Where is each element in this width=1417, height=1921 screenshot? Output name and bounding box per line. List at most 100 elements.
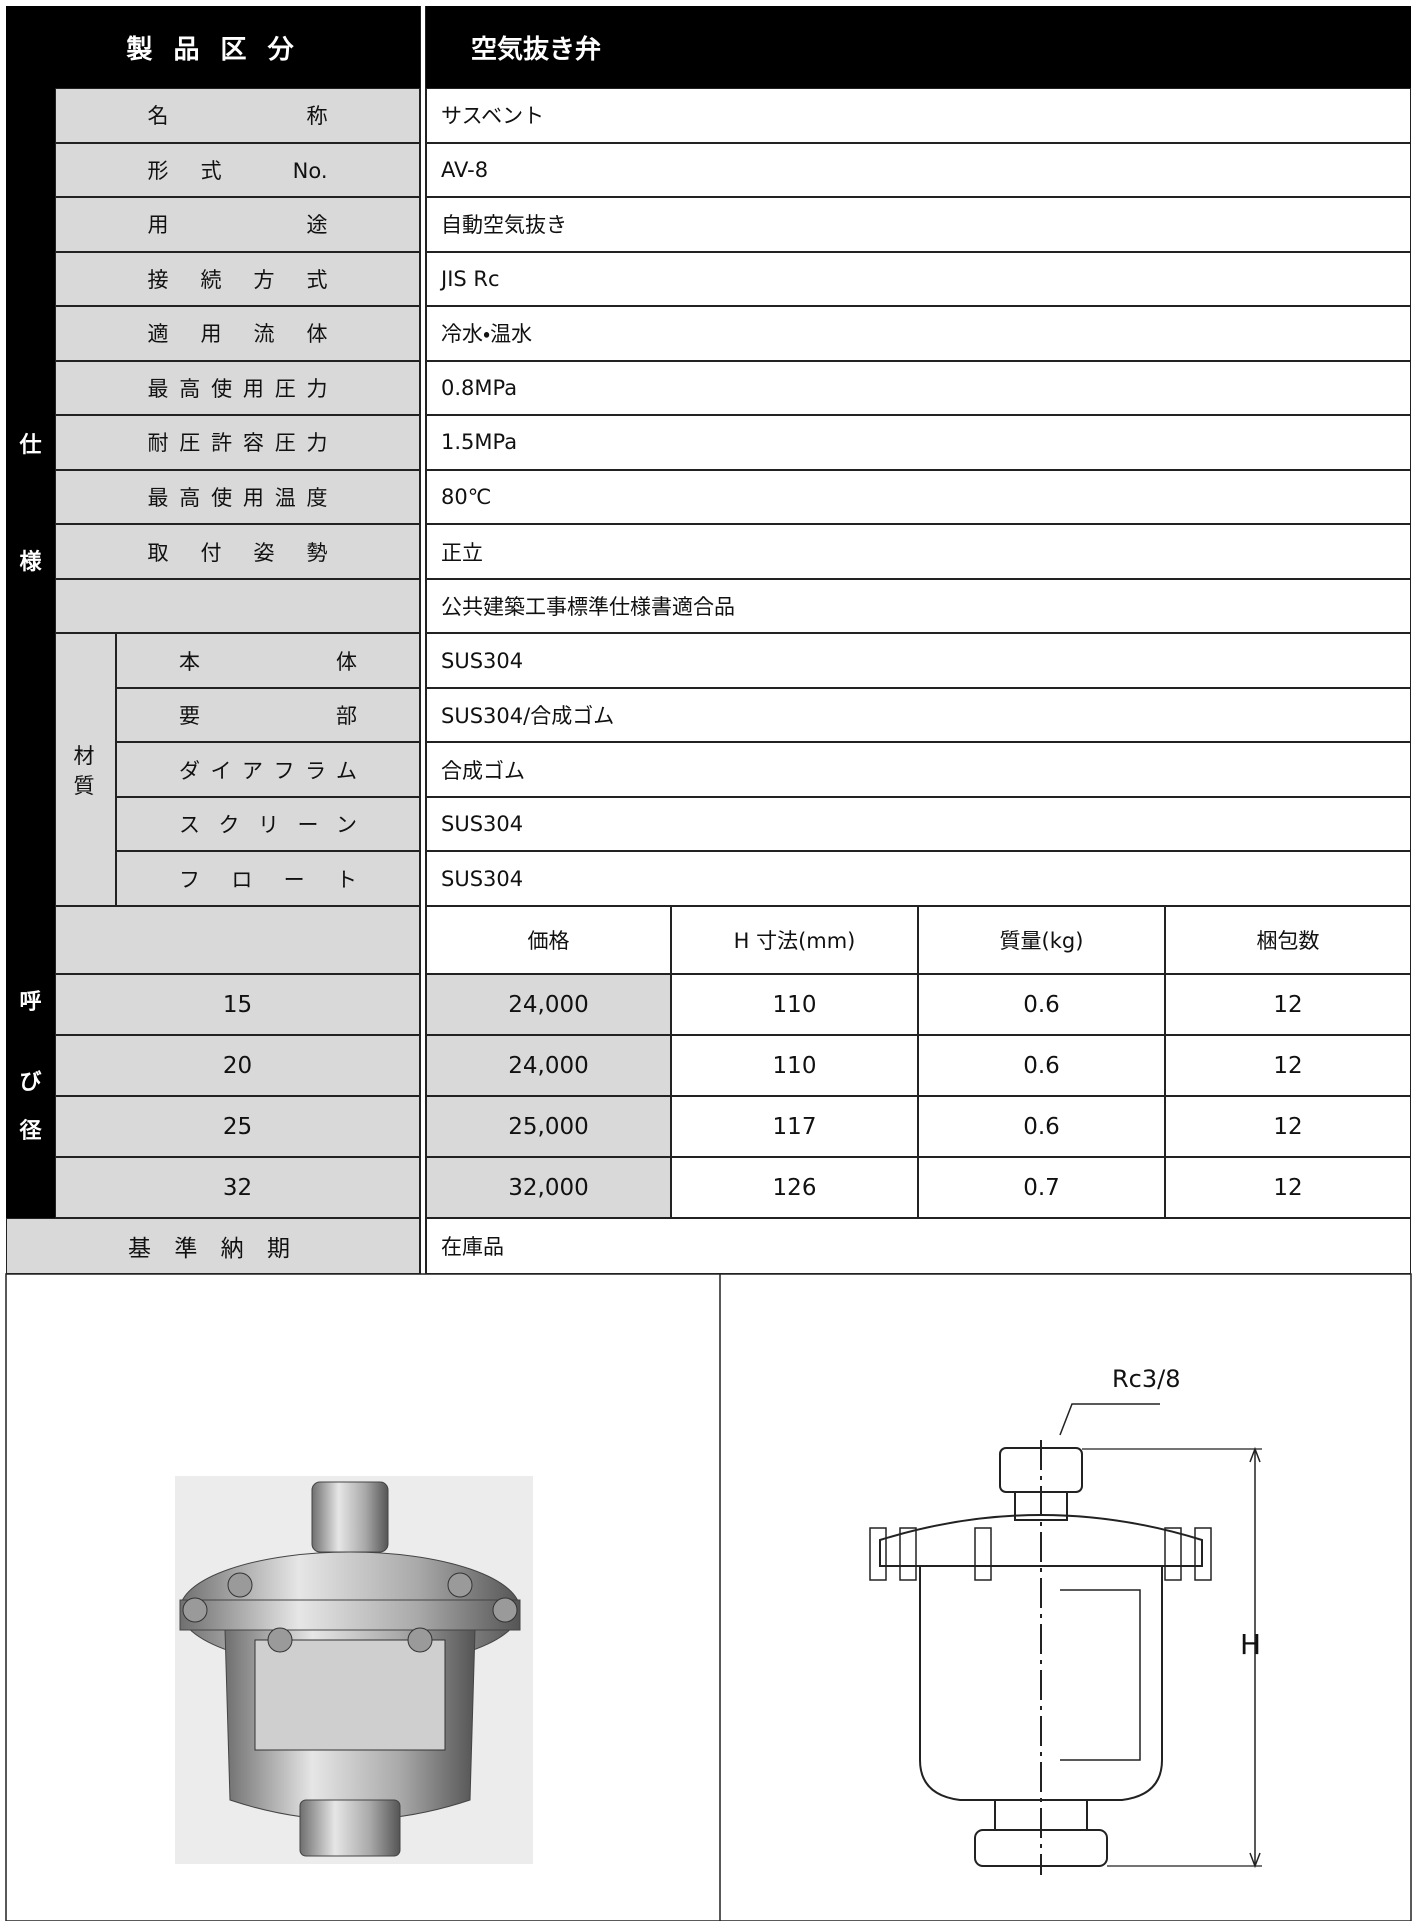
spec-label-text: 最高使用温度 (147, 485, 328, 510)
header-label-text: 製 品 区 分 (126, 34, 300, 65)
material-part-text: フロート (179, 867, 357, 892)
side-label: 様 (19, 550, 42, 575)
material-part: スクリーン (116, 796, 420, 852)
size-nominal: 25 (55, 1096, 420, 1157)
size-cell: 12 (1165, 974, 1411, 1035)
column-header-text: 質量(kg) (999, 929, 1084, 953)
size-cell-text: 0.6 (1023, 1113, 1060, 1140)
column-header-text: 梱包数 (1256, 929, 1320, 953)
spec-value: JIS Rc (426, 251, 1411, 307)
size-nominal: 20 (55, 1035, 420, 1096)
product-photo (175, 1476, 533, 1864)
size-header-blank (55, 906, 420, 974)
spec-label: 用途 (55, 197, 420, 252)
spec-label (55, 578, 420, 634)
material-value: SUS304/合成ゴム (426, 687, 1411, 743)
spec-label: 接続方式 (55, 251, 420, 307)
side-label: 径 (19, 1119, 42, 1144)
material-value-text: SUS304 (441, 866, 524, 891)
spec-label: 耐圧許容圧力 (55, 415, 420, 470)
size-cell: 24,000 (426, 1035, 671, 1096)
spec-label-text: 用途 (147, 213, 328, 238)
side-label: 仕 (19, 433, 42, 458)
size-cell: 24,000 (426, 974, 671, 1035)
column-header-text: 価格 (527, 929, 570, 953)
technical-drawing (869, 1403, 1262, 1875)
size-cell-text: 0.6 (1023, 1052, 1060, 1079)
header-value: 空気抜き弁 (426, 6, 1411, 88)
material-value: SUS304 (426, 851, 1411, 906)
double-divider (420, 6, 426, 1274)
size-cell-text: 12 (1273, 1113, 1303, 1140)
size-cell-text: 24,000 (508, 991, 589, 1018)
material-part-text: ダイアフラム (179, 758, 357, 783)
column-header: H 寸法(mm) (671, 906, 918, 974)
column-header: 梱包数 (1165, 906, 1411, 974)
spec-label: 形式 No. (55, 142, 420, 198)
material-part-text: スクリーン (179, 813, 357, 838)
spec-value-text: 0.8MPa (441, 375, 518, 400)
spec-value-text: 80℃ (441, 484, 492, 509)
spec-value: 1.5MPa (426, 415, 1411, 470)
size-cell-text: 12 (1273, 1174, 1303, 1201)
spec-label-text: 名称 (147, 104, 328, 129)
material-value-text: SUS304 (441, 812, 524, 837)
spec-side (6, 88, 55, 906)
material-value-text: 合成ゴム (441, 758, 525, 783)
material-value-text: SUS304 (441, 648, 524, 673)
spec-value-text: サスベント (441, 104, 545, 129)
size-cell-text: 24,000 (508, 1052, 589, 1079)
size-cell: 12 (1165, 1035, 1411, 1096)
size-cell: 110 (671, 1035, 918, 1096)
spec-label-text: 形式 No. (147, 158, 328, 183)
size-cell-text: 110 (772, 1052, 817, 1079)
size-cell: 0.6 (918, 1096, 1165, 1157)
spec-value: 正立 (426, 524, 1411, 579)
material-part-text: 要部 (179, 704, 357, 729)
size-cell: 25,000 (426, 1096, 671, 1157)
spec-label: 取付姿勢 (55, 524, 420, 579)
spec-value-text: 公共建築工事標準仕様書適合品 (441, 595, 735, 620)
delivery-value: 在庫品 (426, 1218, 1411, 1274)
delivery-label: 基 準 納 期 (6, 1218, 420, 1274)
spec-value: 冷水・温水 (426, 306, 1411, 361)
size-cell: 12 (1165, 1096, 1411, 1157)
column-header: 質量(kg) (918, 906, 1165, 974)
spec-value: 0.8MPa (426, 360, 1411, 416)
spec-value-text: 1.5MPa (441, 430, 518, 455)
size-nominal: 32 (55, 1157, 420, 1218)
column-header: 価格 (426, 906, 671, 974)
spec-value: サスベント (426, 88, 1411, 143)
size-cell-text: 25,000 (508, 1113, 589, 1140)
size-cell-text: 0.6 (1023, 991, 1060, 1018)
spec-label-text: 適用流体 (147, 322, 328, 347)
material-label: 材質 (55, 633, 116, 906)
size-cell: 32,000 (426, 1157, 671, 1218)
port-label: Rc3/8 (1112, 1365, 1181, 1393)
spec-label-text: 接続方式 (147, 267, 328, 292)
size-cell-text: 32,000 (508, 1174, 589, 1201)
spec-value-text: 自動空気抜き (441, 213, 567, 238)
material-part-text: 本体 (179, 649, 357, 674)
material-part: フロート (116, 851, 420, 906)
image-frame (5, 1273, 1412, 1921)
size-cell: 117 (671, 1096, 918, 1157)
spec-value-text: 冷水・温水 (441, 322, 533, 347)
size-nominal-text: 15 (222, 991, 253, 1018)
material-value: SUS304 (426, 796, 1411, 852)
size-nominal-text: 32 (222, 1174, 253, 1201)
material-label-text: 材質 (73, 743, 95, 798)
side-label: 呼 (19, 990, 42, 1015)
size-cell: 12 (1165, 1157, 1411, 1218)
size-cell-text: 110 (772, 991, 817, 1018)
size-cell-text: 117 (772, 1113, 817, 1140)
spec-value: 公共建築工事標準仕様書適合品 (426, 578, 1411, 634)
material-part: 本体 (116, 633, 420, 688)
spec-value-text: JIS Rc (441, 266, 500, 291)
spec-value: 80℃ (426, 469, 1411, 525)
material-part: 要部 (116, 687, 420, 743)
spec-label: 最高使用圧力 (55, 360, 420, 416)
spec-label-text: 取付姿勢 (147, 540, 328, 565)
material-part: ダイアフラム (116, 742, 420, 797)
